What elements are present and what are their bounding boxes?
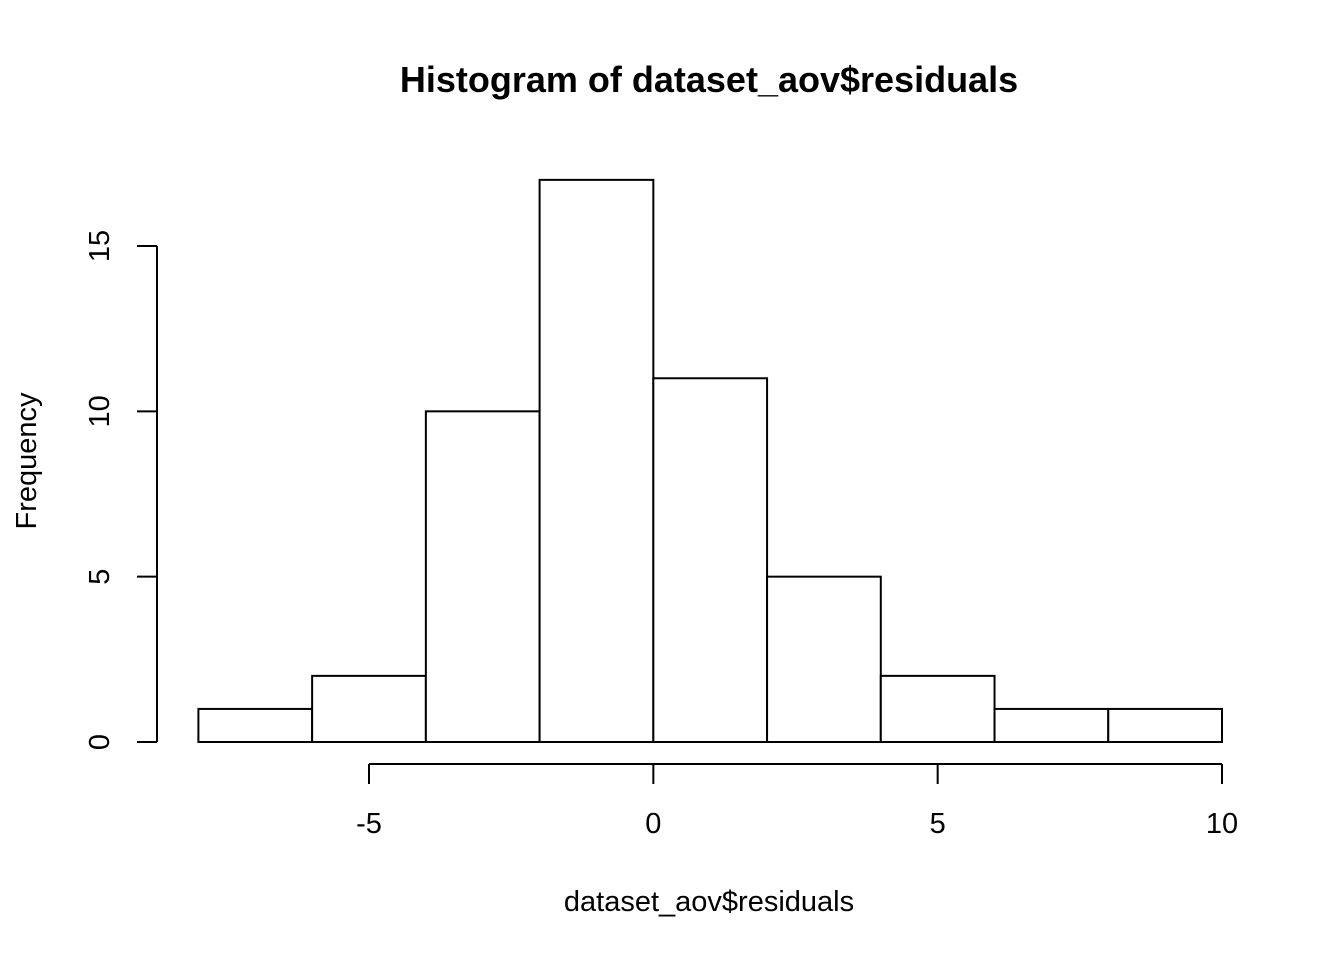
x-axis-label: dataset_aov$residuals bbox=[564, 886, 854, 918]
histogram-bar-5 bbox=[766, 575, 882, 744]
histogram-bar-0 bbox=[197, 707, 314, 744]
histogram-bars bbox=[197, 178, 1224, 744]
chart-title: Histogram of dataset_aov$residuals bbox=[400, 59, 1018, 100]
histogram-bar-6 bbox=[879, 674, 996, 743]
histogram-bar-4 bbox=[652, 377, 769, 743]
y-tick-label-2: 10 bbox=[84, 395, 116, 427]
x-tick-label-2: 5 bbox=[930, 808, 946, 840]
histogram-bar-1 bbox=[311, 674, 427, 743]
y-axis: 0 5 10 15 bbox=[84, 230, 158, 750]
y-axis-label: Frequency bbox=[11, 392, 43, 530]
x-tick-label-3: 10 bbox=[1206, 808, 1238, 840]
x-tick-label-1: 0 bbox=[645, 808, 661, 840]
histogram-bar-3 bbox=[538, 178, 655, 744]
histogram-bar-7 bbox=[993, 707, 1110, 744]
y-tick-label-1: 5 bbox=[84, 569, 116, 585]
y-tick-label-3: 15 bbox=[84, 230, 116, 262]
y-tick-label-0: 0 bbox=[84, 734, 116, 750]
x-axis: -5 0 5 10 bbox=[356, 763, 1238, 840]
x-tick-label-0: -5 bbox=[356, 808, 382, 840]
histogram-bar-8 bbox=[1107, 707, 1224, 744]
histogram-bar-2 bbox=[424, 410, 541, 743]
